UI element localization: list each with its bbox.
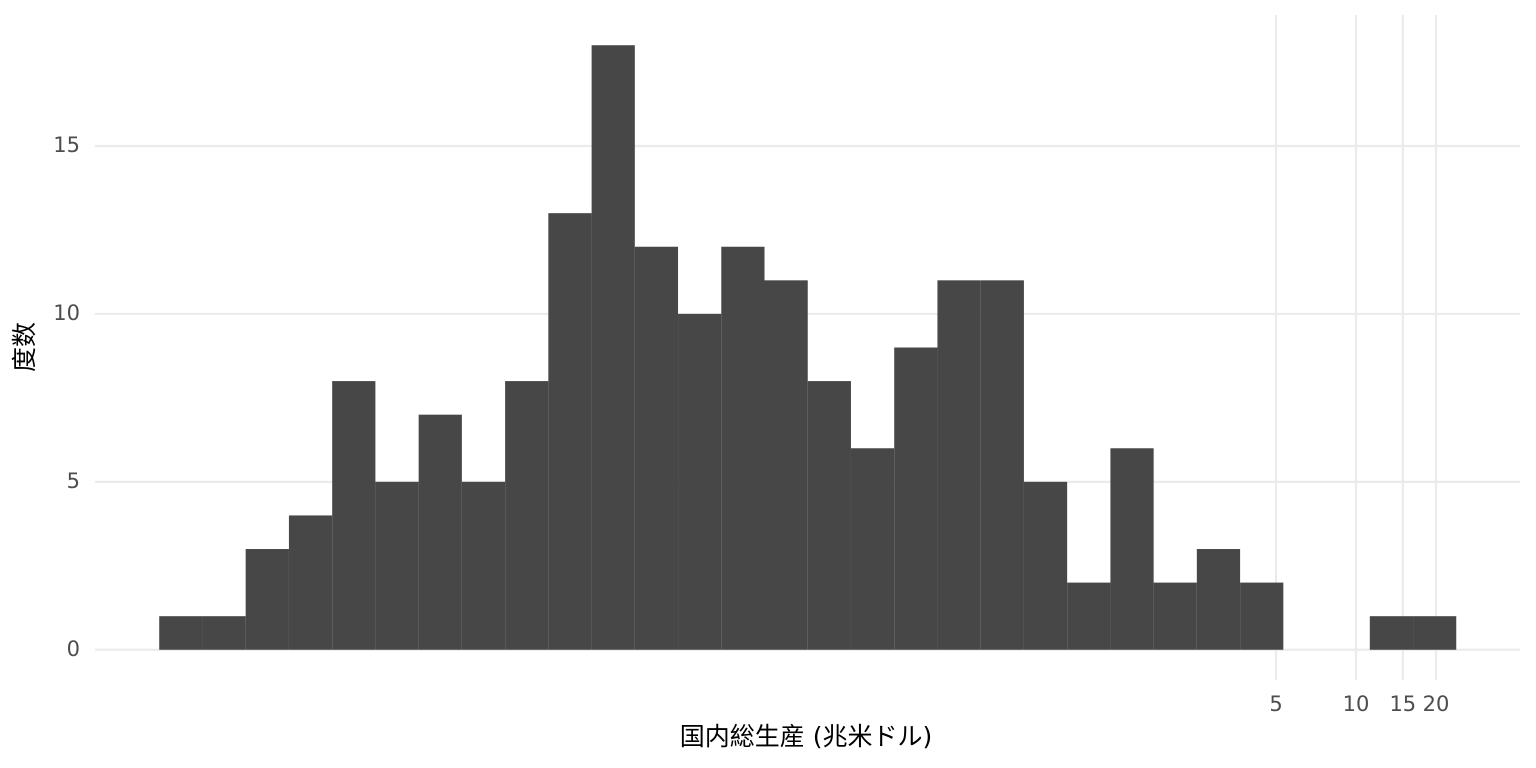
bar: [1067, 582, 1111, 650]
bar: [1369, 616, 1414, 650]
bar: [1413, 616, 1457, 650]
bar: [1240, 582, 1284, 650]
bar: [245, 549, 289, 650]
bar: [332, 381, 376, 650]
bar: [1110, 448, 1154, 650]
bar: [937, 280, 981, 650]
bar: [807, 381, 851, 650]
bar: [202, 616, 246, 650]
bar: [678, 313, 722, 650]
bar: [548, 213, 592, 650]
y-axis-title: 度数: [10, 322, 39, 372]
y-tick-label: 0: [67, 637, 80, 661]
bar: [634, 246, 679, 650]
bar: [461, 481, 506, 650]
bar: [1196, 549, 1241, 650]
bar: [850, 448, 895, 650]
bar: [1153, 582, 1197, 650]
y-tick-label: 15: [53, 133, 80, 157]
x-tick-label: 5: [1269, 692, 1282, 716]
y-tick-label: 5: [67, 469, 80, 493]
bar: [505, 381, 549, 650]
bar: [159, 616, 203, 650]
y-tick-label: 10: [53, 301, 80, 325]
x-tick-label: 20: [1423, 692, 1450, 716]
bar: [980, 280, 1024, 650]
bar: [288, 515, 333, 650]
bar: [721, 246, 765, 650]
bar: [1023, 481, 1068, 650]
x-axis-title: 国内総生産 (兆米ドル): [680, 722, 932, 751]
bar: [591, 45, 635, 650]
bar: [764, 280, 808, 650]
bar: [894, 347, 938, 650]
x-tick-label: 15: [1389, 692, 1416, 716]
x-tick-label: 10: [1343, 692, 1370, 716]
bar: [418, 414, 462, 650]
bar: [375, 481, 419, 650]
